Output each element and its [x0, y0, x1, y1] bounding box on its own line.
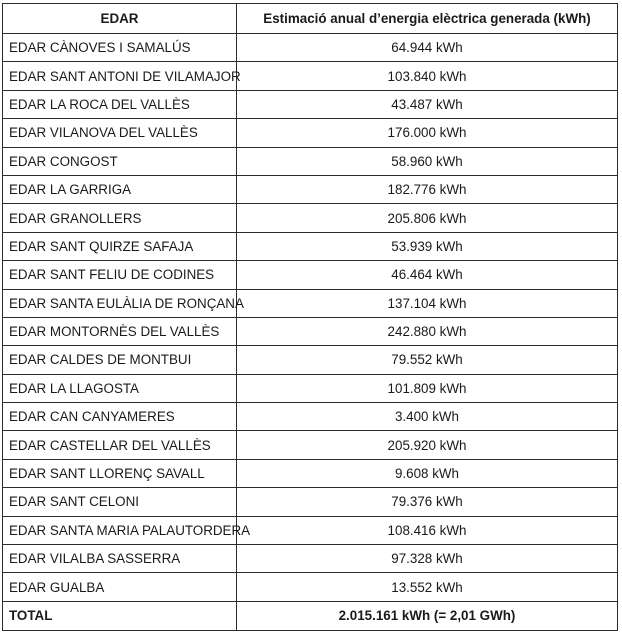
table-row: EDAR LA ROCA DEL VALLÈS 43.487 kWh: [2, 89, 618, 120]
table-row: EDAR SANT CELONI 79.376 kWh: [2, 487, 618, 517]
table-row: EDAR CONGOST 58.960 kWh: [2, 146, 618, 176]
edar-name-cell: EDAR SANT LLORENÇ SAVALL: [2, 458, 237, 489]
energy-value-cell: 182.776 kWh: [236, 174, 618, 205]
energy-value-cell: 97.328 kWh: [236, 544, 618, 574]
energy-value-cell: 3.400 kWh: [236, 402, 618, 432]
edar-name-cell: EDAR VILALBA SASSERRA: [2, 544, 237, 574]
edar-name-cell: EDAR LA GARRIGA: [2, 174, 237, 205]
edar-energy-table: EDAR Estimació anual d’energia elèctrica…: [2, 3, 618, 631]
energy-value-cell: 64.944 kWh: [236, 32, 618, 63]
table-row: EDAR CASTELLAR DEL VALLÈS 205.920 kWh: [2, 430, 618, 460]
edar-name-cell: EDAR SANTA MARIA PALAUTORDERA: [2, 515, 250, 546]
table-row: EDAR SANTA MARIA PALAUTORDERA 108.416 kWh: [2, 515, 618, 546]
edar-name-cell: EDAR VILANOVA DEL VALLÈS: [2, 118, 237, 148]
edar-name-cell: EDAR LA LLAGOSTA: [2, 373, 237, 404]
energy-value-cell: 79.376 kWh: [236, 487, 618, 517]
edar-name-cell: EDAR CÀNOVES I SAMALÚS: [2, 32, 237, 63]
table-row: EDAR SANT QUIRZE SAFAJA 53.939 kWh: [2, 231, 618, 262]
edar-name-cell: EDAR CAN CANYAMERES: [2, 402, 237, 432]
table-row: EDAR LA GARRIGA 182.776 kWh: [2, 174, 618, 205]
edar-name-cell: EDAR SANTA EULÀLIA DE RONÇANA: [2, 288, 244, 318]
edar-name-cell: EDAR SANT QUIRZE SAFAJA: [2, 231, 237, 262]
table-row: EDAR VILALBA SASSERRA 97.328 kWh: [2, 544, 618, 574]
table-row: EDAR MONTORNÈS DEL VALLÈS 242.880 kWh: [2, 316, 618, 347]
edar-name-cell: EDAR CONGOST: [2, 146, 237, 176]
edar-name-cell: EDAR CASTELLAR DEL VALLÈS: [2, 430, 237, 460]
energy-value-cell: 103.840 kWh: [236, 61, 618, 91]
table-row: EDAR CÀNOVES I SAMALÚS 64.944 kWh: [2, 32, 618, 63]
energy-value-cell: 13.552 kWh: [236, 572, 618, 602]
table-header: EDAR Estimació anual d’energia elèctrica…: [2, 3, 618, 34]
table-row: EDAR LA LLAGOSTA 101.809 kWh: [2, 373, 618, 404]
table-row: EDAR SANT FELIU DE CODINES 46.464 kWh: [2, 260, 618, 290]
edar-name-cell: EDAR GUALBA: [2, 572, 237, 602]
edar-name-cell: EDAR GRANOLLERS: [2, 203, 237, 233]
table-row: EDAR CAN CANYAMERES 3.400 kWh: [2, 402, 618, 432]
column-header-energy: Estimació anual d’energia elèctrica gene…: [236, 3, 618, 34]
energy-value-cell: 43.487 kWh: [236, 89, 618, 120]
energy-value-cell: 101.809 kWh: [236, 373, 618, 404]
table-row: EDAR VILANOVA DEL VALLÈS 176.000 kWh: [2, 118, 618, 148]
energy-value-cell: 79.552 kWh: [236, 345, 618, 375]
column-header-edar: EDAR: [2, 3, 237, 34]
table-row: EDAR SANT ANTONI DE VILAMAJOR 103.840 kWh: [2, 61, 618, 91]
total-value-cell: 2.015.161 kWh (= 2,01 GWh): [236, 600, 618, 631]
table-row: EDAR GRANOLLERS 205.806 kWh: [2, 203, 618, 233]
energy-value-cell: 108.416 kWh: [236, 515, 618, 546]
energy-value-cell: 58.960 kWh: [236, 146, 618, 176]
edar-name-cell: EDAR LA ROCA DEL VALLÈS: [2, 89, 237, 120]
edar-name-cell: EDAR SANT CELONI: [2, 487, 237, 517]
edar-name-cell: EDAR MONTORNÈS DEL VALLÈS: [2, 316, 237, 347]
energy-value-cell: 176.000 kWh: [236, 118, 618, 148]
edar-name-cell: EDAR CALDES DE MONTBUI: [2, 345, 237, 375]
energy-value-cell: 205.920 kWh: [236, 430, 618, 460]
energy-value-cell: 242.880 kWh: [236, 316, 618, 347]
table-body: EDAR CÀNOVES I SAMALÚS 64.944 kWh EDAR SAN…: [2, 32, 618, 631]
total-row: TOTAL 2.015.161 kWh (= 2,01 GWh): [2, 600, 618, 631]
table-row: EDAR GUALBA 13.552 kWh: [2, 572, 618, 602]
energy-value-cell: 137.104 kWh: [236, 288, 618, 318]
table-row: EDAR SANTA EULÀLIA DE RONÇANA 137.104 kWh: [2, 288, 618, 318]
energy-value-cell: 46.464 kWh: [236, 260, 618, 290]
edar-name-cell: EDAR SANT FELIU DE CODINES: [2, 260, 237, 290]
total-label-cell: TOTAL: [2, 600, 237, 631]
energy-value-cell: 53.939 kWh: [236, 231, 618, 262]
energy-value-cell: 205.806 kWh: [236, 203, 618, 233]
energy-value-cell: 9.608 kWh: [236, 458, 618, 489]
table-row: EDAR SANT LLORENÇ SAVALL 9.608 kWh: [2, 458, 618, 489]
edar-name-cell: EDAR SANT ANTONI DE VILAMAJOR: [2, 61, 241, 91]
header-row: EDAR Estimació anual d’energia elèctrica…: [2, 3, 618, 34]
table-row: EDAR CALDES DE MONTBUI 79.552 kWh: [2, 345, 618, 375]
